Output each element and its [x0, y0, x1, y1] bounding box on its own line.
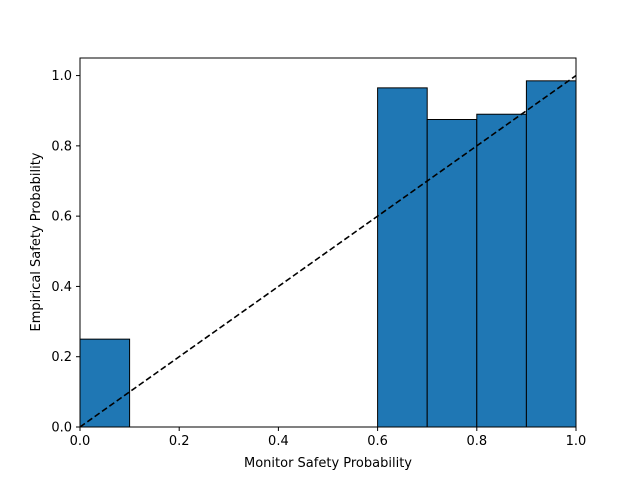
bar-1 [377, 87, 428, 428]
y-axis-label: Empirical Safety Probability [29, 152, 44, 331]
x-axis-ticks: 0.0 0.2 0.4 0.6 0.8 1.0 [70, 427, 587, 449]
x-tick-label-0: 0.0 [70, 434, 91, 449]
reference-line [79, 74, 577, 428]
y-tick-label-0: 0.0 [51, 421, 72, 436]
y-tick-label-3: 0.6 [51, 210, 72, 225]
bars-layer [79, 80, 577, 428]
x-axis-label: Monitor Safety Probability [244, 456, 412, 471]
plot-frame [79, 57, 577, 428]
x-tick-label-4: 0.8 [466, 434, 487, 449]
y-tick-label-4: 0.8 [51, 139, 72, 154]
y-tick-label-1: 0.2 [51, 350, 72, 365]
reference-line-layer [79, 74, 577, 428]
x-tick-label-5: 1.0 [566, 434, 587, 449]
x-tick-label-2: 0.4 [268, 434, 289, 449]
y-tick-label-2: 0.4 [51, 280, 72, 295]
bar-3 [476, 113, 527, 428]
x-tick-label-3: 0.6 [367, 434, 388, 449]
bar-0 [79, 338, 131, 428]
y-axis-ticks: 0.0 0.2 0.4 0.6 0.8 1.0 [51, 69, 80, 436]
bar-4 [525, 80, 577, 428]
y-tick-label-5: 1.0 [51, 69, 72, 84]
bar-2 [426, 119, 478, 428]
x-tick-label-1: 0.2 [169, 434, 190, 449]
